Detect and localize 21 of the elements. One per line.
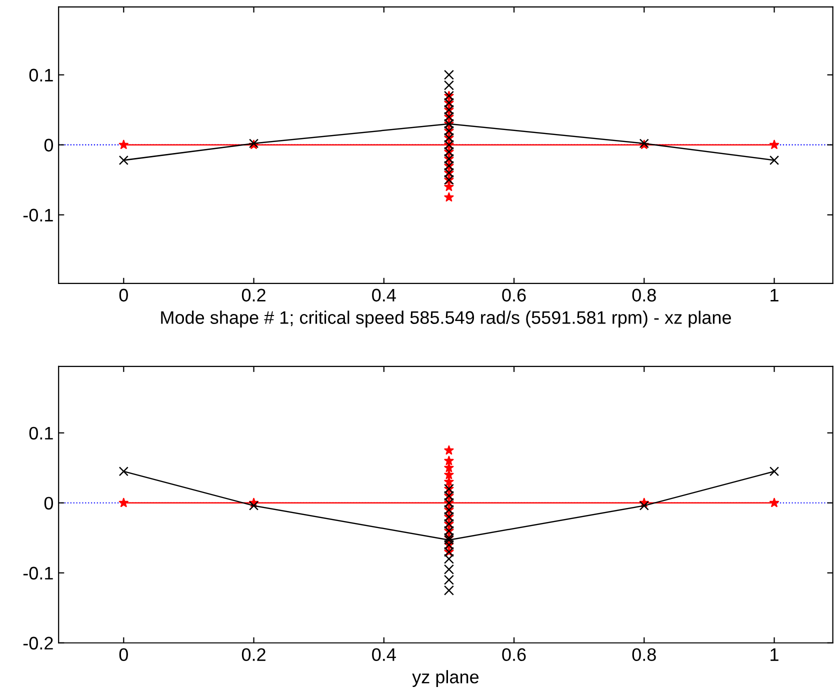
y-tick-label: 0 [44, 138, 54, 152]
x-tick-label: 0.4 [372, 648, 396, 661]
x-tick-label: 0 [119, 648, 128, 661]
x-tick-label: 0.2 [242, 288, 266, 302]
x-tick-label: 0.4 [372, 288, 396, 302]
y-tick-label: -0.2 [23, 636, 53, 650]
x-tick-label: 0 [119, 288, 128, 302]
x-tick-label: 0.8 [632, 648, 656, 661]
x-axis-title: yz plane [412, 670, 479, 687]
x-tick-label: 1 [770, 648, 778, 661]
x-axis-title: Mode shape # 1; critical speed 585.549 rad/s (5591.581 rpm) - xz plane [161, 310, 731, 328]
y-tick-label: -0.1 [23, 566, 53, 580]
x-tick-label: 0.6 [502, 288, 526, 302]
y-tick-label: 0 [44, 496, 54, 510]
y-tick-label: 0.1 [29, 68, 53, 82]
x-tick-label: 0.8 [632, 288, 656, 302]
y-tick-label: -0.1 [23, 208, 53, 222]
x-tick-label: 0.6 [502, 648, 526, 661]
y-tick-label: 0.1 [29, 426, 53, 440]
x-tick-label: 0.2 [242, 648, 266, 661]
x-tick-label: 1 [770, 288, 778, 302]
